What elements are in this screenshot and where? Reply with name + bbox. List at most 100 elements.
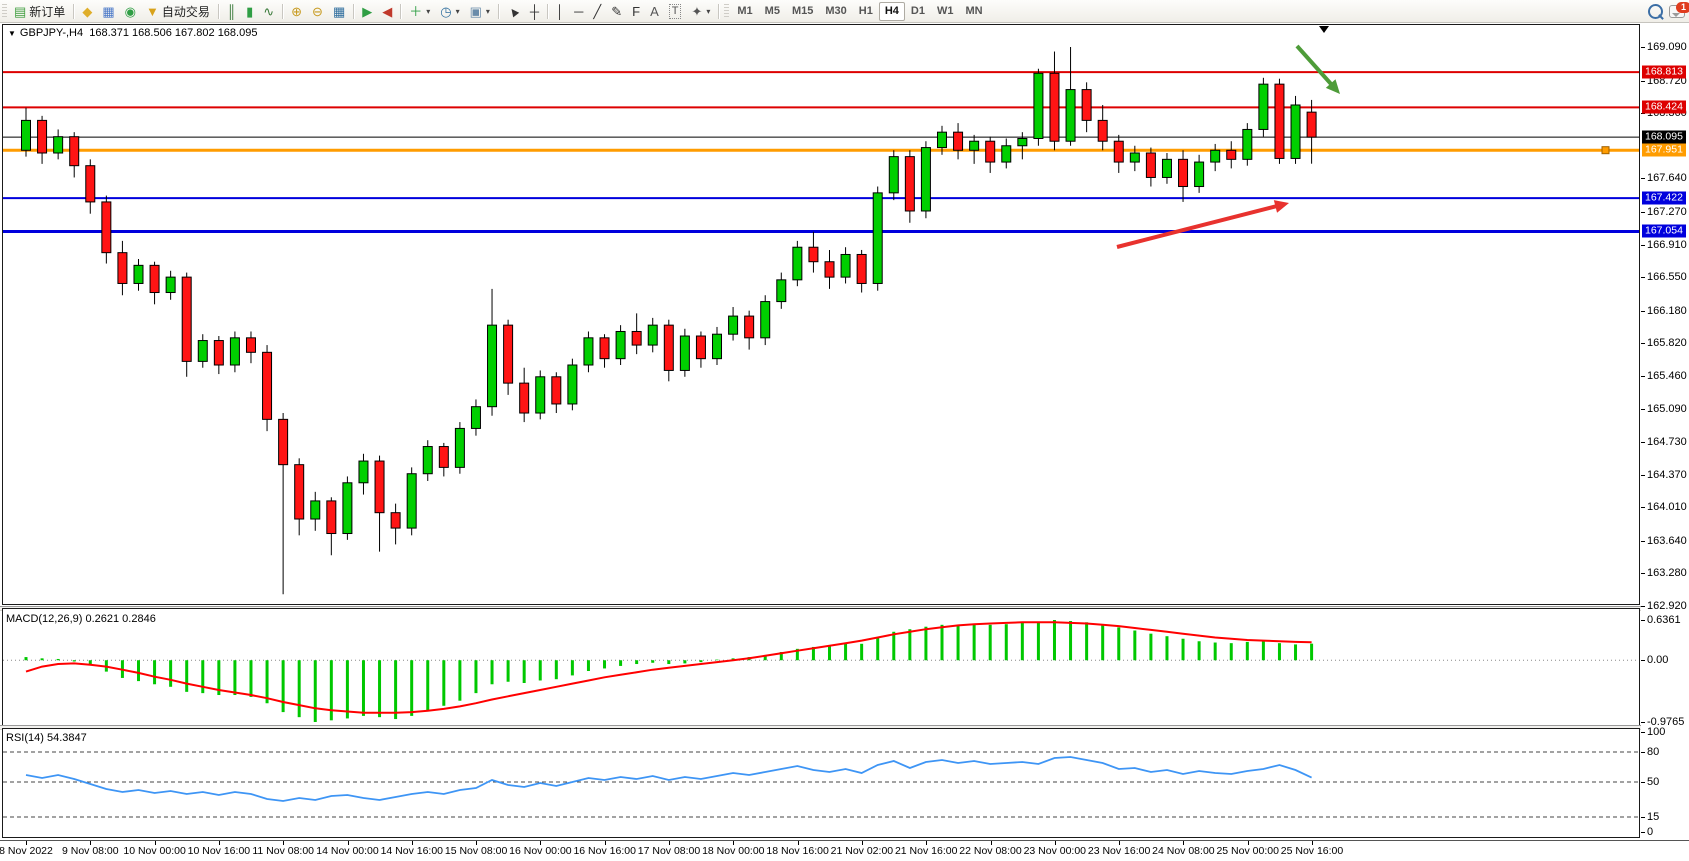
cursor-button[interactable]: ▲ (502, 1, 525, 21)
macd-axis-label: 0.00 (1647, 654, 1669, 667)
date-label: 14 Nov 16:00 (380, 845, 444, 857)
rsi-panel[interactable] (2, 728, 1640, 838)
candle-bullish (487, 324, 498, 408)
timeframe-w1-button[interactable]: W1 (936, 5, 954, 17)
chevron-down-icon[interactable]: ▼ (8, 29, 16, 38)
toolbar-separator (497, 3, 499, 19)
rsi-canvas[interactable] (2, 728, 1640, 838)
toolbar-separator (282, 3, 284, 19)
arrow-head (1273, 200, 1289, 213)
candle-bearish (631, 330, 642, 346)
line-drag-handle[interactable] (1601, 146, 1610, 155)
channel-button[interactable]: ✎ (606, 1, 627, 21)
axis-tick (1641, 244, 1645, 246)
candle-bullish (583, 337, 594, 366)
panel-border (2, 608, 1640, 726)
charts-window-button[interactable]: ▦ (97, 1, 119, 21)
timeframe-d1-button[interactable]: D1 (910, 5, 925, 17)
chat-icon[interactable]: 1 (1669, 1, 1689, 18)
autotrading-button[interactable]: ▼ 自动交易 (141, 1, 215, 21)
chart-window[interactable]: ▼ GBPJPY-,H4 168.371 168.506 167.802 168.… (0, 23, 1689, 861)
candle-bearish (1178, 158, 1189, 188)
toolbar-separator (73, 3, 75, 19)
macd-canvas[interactable] (2, 608, 1640, 726)
bar-chart-button[interactable]: ║ (222, 1, 241, 21)
period-button[interactable]: ◷ ▾ (435, 1, 464, 21)
candle-bullish (406, 473, 417, 529)
search-icon[interactable] (1648, 3, 1663, 19)
candle-bullish (1161, 158, 1172, 178)
chart-shift-button[interactable]: ◀ (377, 1, 397, 21)
add-indicator-button[interactable]: ＋ ▾ (404, 1, 435, 21)
timeframe-m1-button[interactable]: M1 (737, 5, 753, 17)
signals-button[interactable]: ◉ (120, 1, 141, 21)
candle-bearish (503, 324, 514, 384)
date-label: 10 Nov 16:00 (187, 845, 251, 857)
timeframe-m15-button[interactable]: M15 (791, 5, 814, 17)
price-axis[interactable]: 169.090168.720168.360167.640167.270166.9… (1641, 23, 1689, 860)
vertical-line-button[interactable]: │ (551, 1, 569, 21)
red-trend-arrow[interactable] (1116, 200, 1289, 249)
axis-tick-label: 163.280 (1647, 567, 1687, 580)
date-label: 22 Nov 08:00 (959, 845, 1022, 857)
horizontal-line-button[interactable]: ─ (569, 1, 588, 21)
right-shift-marker[interactable] (1319, 26, 1329, 33)
text-button[interactable]: A (645, 1, 664, 21)
chart-title: ▼ GBPJPY-,H4 168.371 168.506 167.802 168.… (8, 27, 257, 39)
candle-bullish (936, 131, 947, 149)
dropdown-arrow-icon[interactable]: ▾ (426, 6, 431, 16)
fibonacci-button[interactable]: F (627, 1, 645, 21)
template-button[interactable]: ▣ ▾ (465, 1, 495, 21)
dropdown-arrow-icon[interactable]: ▾ (706, 6, 711, 16)
date-tick (411, 841, 413, 845)
autotrading-button-label: 自动交易 (161, 4, 210, 19)
horizontal-line-icon: ─ (574, 3, 584, 19)
candles-series[interactable] (21, 47, 1317, 595)
new-order-button[interactable]: ▤ 新订单 (9, 1, 70, 21)
market-watch-button[interactable]: ◆ (77, 1, 97, 21)
price-chart-canvas[interactable] (2, 24, 1640, 605)
candle-bearish (262, 351, 273, 420)
toolbar-grip[interactable] (2, 4, 7, 18)
timeframe-h1-button[interactable]: H1 (858, 5, 873, 17)
price-badge-168.424: 168.424 (1642, 100, 1686, 114)
date-tick (1054, 841, 1056, 845)
zoom-in-button[interactable]: ⊕ (286, 1, 307, 21)
line-chart-icon: ∿ (263, 3, 275, 19)
text-label-button[interactable]: T (664, 1, 687, 21)
candlestick-button[interactable]: ▮ (241, 1, 258, 21)
timeframe-m5-button[interactable]: M5 (764, 5, 780, 17)
toolbar-grip[interactable] (724, 4, 730, 18)
horizontal-level-lines[interactable] (3, 71, 1639, 233)
candle-bullish (647, 324, 658, 346)
zoom-out-button[interactable]: ⊖ (307, 1, 328, 21)
timeframe-h4-button[interactable]: H4 (878, 1, 905, 21)
axis-tick (1641, 752, 1645, 753)
line-chart-button[interactable]: ∿ (258, 1, 279, 21)
green-pullback-arrow[interactable] (1295, 44, 1340, 94)
dropdown-arrow-icon[interactable]: ▾ (455, 6, 460, 16)
price-chart-panel[interactable] (2, 24, 1640, 605)
crosshair-button[interactable]: ┼ (525, 1, 544, 21)
toolbar-separator (718, 3, 720, 19)
timeframe-mn-button[interactable]: MN (965, 5, 983, 17)
auto-scroll-button[interactable]: ▶ (357, 1, 377, 21)
shapes-button[interactable]: ✦ ▾ (686, 1, 715, 21)
tile-windows-button[interactable]: ▦ (328, 1, 350, 21)
tile-windows-icon: ▦ (332, 3, 346, 19)
timeframe-m30-button[interactable]: M30 (825, 5, 847, 17)
toolbar-separator (353, 3, 355, 19)
axis-tick-label: 166.910 (1647, 238, 1687, 251)
price-badge-167.054: 167.054 (1642, 224, 1686, 238)
plus-chart-icon: ＋ (409, 3, 423, 19)
date-tick (733, 841, 735, 845)
date-label: 15 Nov 08:00 (444, 845, 508, 857)
time-axis[interactable]: 8 Nov 2022 9 Nov 08:00 10 Nov 00:00 10 Nov … (0, 840, 1689, 861)
trendline-button[interactable]: ╱ (588, 1, 606, 21)
macd-signal-line (25, 621, 1312, 714)
axis-tick (1641, 620, 1645, 621)
dropdown-arrow-icon[interactable]: ▾ (485, 6, 490, 16)
macd-panel[interactable] (2, 608, 1640, 726)
candle-bearish (438, 446, 449, 468)
axis-tick (1641, 178, 1645, 180)
